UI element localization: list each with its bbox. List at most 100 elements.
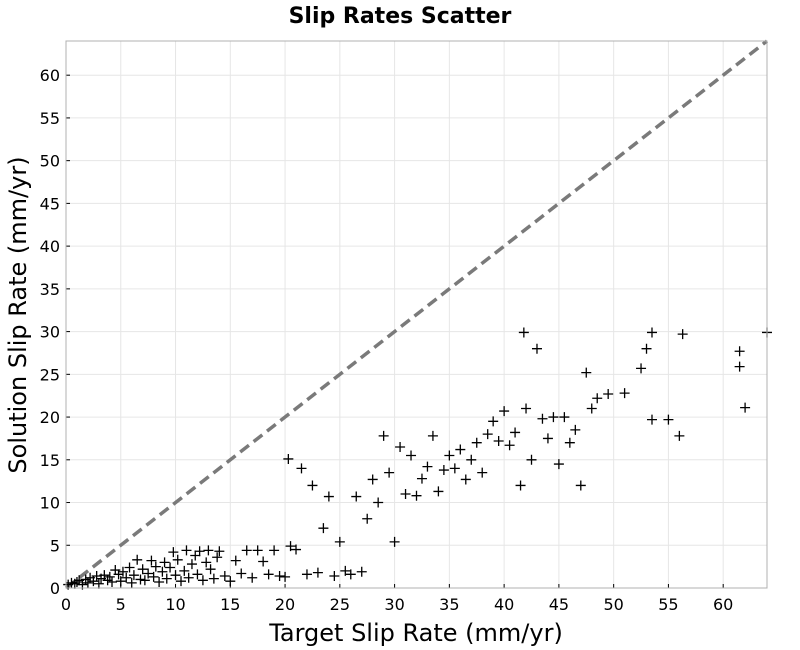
data-point [636, 363, 647, 374]
data-point [395, 441, 406, 452]
data-point [280, 571, 291, 582]
data-point [126, 577, 137, 588]
data-point [518, 327, 529, 338]
data-point [312, 567, 323, 578]
data-point [93, 578, 104, 589]
data-point [329, 571, 340, 582]
data-point [146, 555, 157, 566]
data-point [197, 575, 208, 586]
reference-line [64, 39, 769, 590]
data-point [504, 440, 515, 451]
data-point [219, 571, 230, 582]
data-point [307, 480, 318, 491]
data-point [252, 545, 263, 556]
data-point [135, 574, 146, 585]
y-tick-label: 0 [50, 579, 60, 598]
data-point [258, 556, 269, 567]
data-point [734, 361, 745, 372]
data-point [283, 453, 294, 464]
y-tick-label: 40 [40, 237, 60, 256]
data-point [646, 414, 657, 425]
data-point [225, 576, 236, 587]
data-point [139, 575, 150, 586]
data-point [373, 497, 384, 508]
data-point [362, 513, 373, 524]
x-tick-label: 35 [439, 595, 459, 614]
y-axis-ticks: 0 5 10 15 20 25 30 35 40 45 50 55 60 [40, 66, 70, 598]
data-point [367, 474, 378, 485]
data-point [205, 564, 216, 575]
data-point [510, 427, 521, 438]
data-point [113, 569, 124, 580]
data-point [154, 577, 165, 588]
data-point [159, 557, 170, 568]
y-tick-label: 5 [50, 536, 60, 555]
y-tick-label: 60 [40, 66, 60, 85]
chart-title: Slip Rates Scatter [289, 4, 512, 29]
data-point [186, 559, 197, 570]
data-point [82, 577, 93, 588]
data-point [165, 562, 176, 573]
data-point [323, 491, 334, 502]
data-point [619, 388, 630, 399]
data-point [269, 545, 280, 556]
data-point [575, 480, 586, 491]
data-point [203, 545, 214, 556]
data-point [340, 565, 351, 576]
data-point [663, 414, 674, 425]
x-tick-label: 55 [658, 595, 678, 614]
data-point [603, 388, 614, 399]
data-point [438, 465, 449, 476]
data-point [181, 545, 192, 556]
data-point [104, 571, 115, 582]
x-tick-label: 30 [384, 595, 404, 614]
data-point [115, 576, 126, 587]
data-point [161, 573, 172, 584]
data-point [132, 554, 143, 565]
plot-frame [65, 40, 768, 589]
data-point [378, 430, 389, 441]
data-point [121, 572, 132, 583]
data-point [740, 402, 751, 413]
data-point [334, 536, 345, 547]
x-tick-label: 45 [549, 595, 569, 614]
data-point [581, 367, 592, 378]
data-point [128, 570, 139, 581]
y-tick-label: 30 [40, 323, 60, 342]
y-tick-label: 20 [40, 408, 60, 427]
data-point [564, 437, 575, 448]
data-point [559, 412, 570, 423]
data-point [208, 573, 219, 584]
data-point [91, 571, 102, 582]
x-tick-label: 20 [275, 595, 295, 614]
data-point [291, 544, 302, 555]
y-axis-label: Solution Slip Rate (mm/yr) [4, 156, 32, 473]
data-point [411, 490, 422, 501]
x-tick-label: 50 [603, 595, 623, 614]
data-point [351, 491, 362, 502]
data-point [150, 561, 161, 572]
data-point [646, 327, 657, 338]
data-point [416, 473, 427, 484]
data-point [117, 566, 128, 577]
data-point [176, 576, 187, 587]
data-point [137, 564, 148, 575]
data-point [526, 454, 537, 465]
data-point [88, 576, 99, 587]
y-tick-label: 55 [40, 109, 60, 128]
x-tick-label: 15 [220, 595, 240, 614]
data-point [499, 406, 510, 417]
data-point [285, 541, 296, 552]
data-point [201, 557, 212, 568]
data-point [236, 568, 247, 579]
data-point [214, 546, 225, 557]
x-axis-ticks: 0 5 10 15 20 25 30 35 40 45 50 55 60 [61, 584, 733, 614]
data-point [515, 480, 526, 491]
data-point [553, 459, 564, 470]
x-tick-label: 5 [116, 595, 126, 614]
data-point [521, 403, 532, 414]
data-point [172, 554, 183, 565]
x-axis-label: Target Slip Rate (mm/yr) [268, 619, 563, 647]
x-tick-label: 60 [713, 595, 733, 614]
